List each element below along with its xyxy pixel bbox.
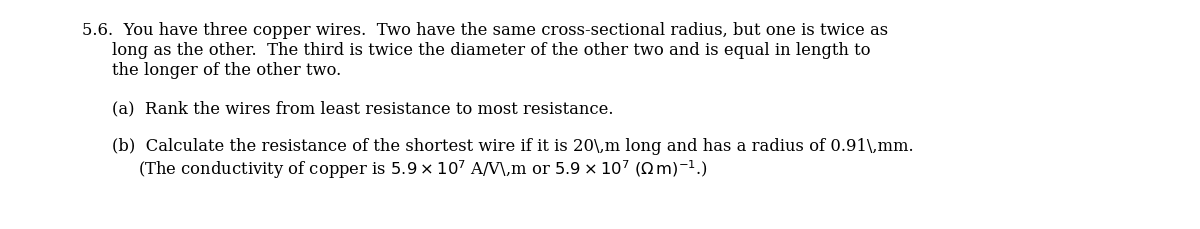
Text: 5.6.  You have three copper wires.  Two have the same cross-sectional radius, bu: 5.6. You have three copper wires. Two ha… [82, 22, 888, 39]
Text: (The conductivity of copper is $5.9 \times 10^{7}$ A/V\,m or $5.9 \times 10^{7}$: (The conductivity of copper is $5.9 \tim… [138, 158, 708, 181]
Text: long as the other.  The third is twice the diameter of the other two and is equa: long as the other. The third is twice th… [112, 42, 870, 59]
Text: (b)  Calculate the resistance of the shortest wire if it is 20\,m long and has a: (b) Calculate the resistance of the shor… [112, 138, 913, 155]
Text: the longer of the other two.: the longer of the other two. [112, 62, 341, 79]
Text: (a)  Rank the wires from least resistance to most resistance.: (a) Rank the wires from least resistance… [112, 100, 613, 117]
